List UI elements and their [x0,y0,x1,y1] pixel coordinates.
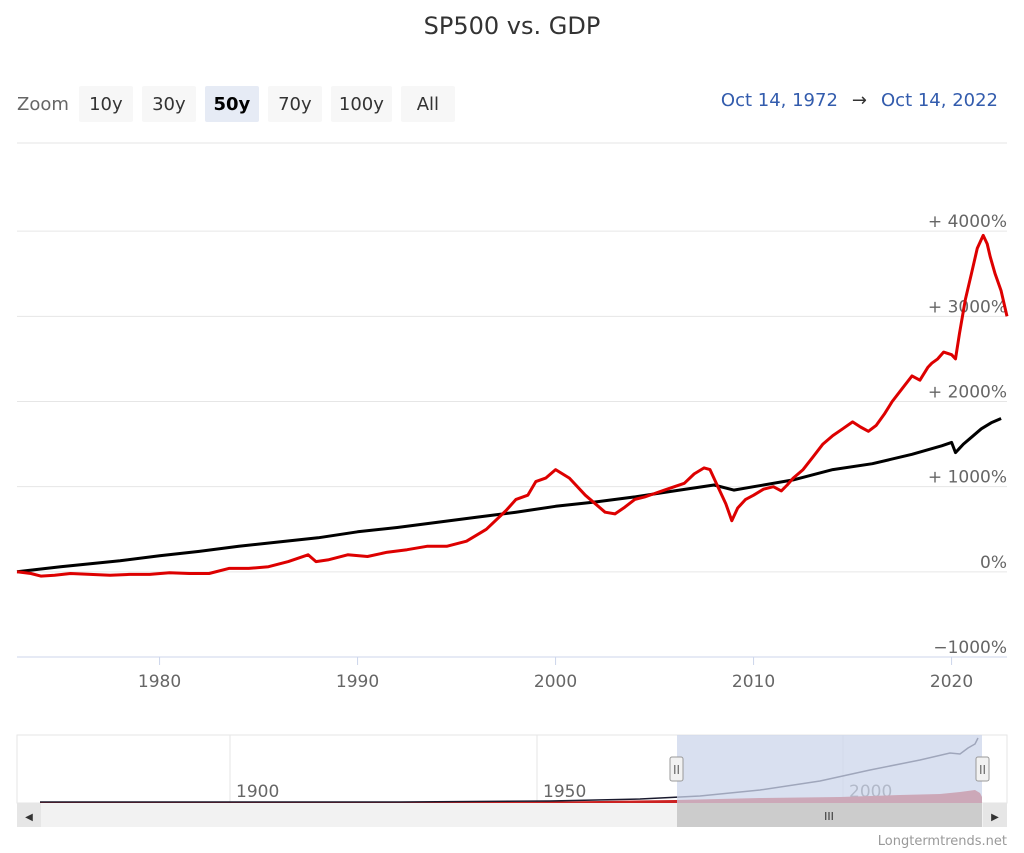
scroll-right-arrow-icon: ▶ [991,812,999,823]
navigator-right-handle-glyph: II [979,763,986,777]
scrollbar-left-button[interactable] [17,803,41,827]
x-tick-label: 2000 [534,672,577,692]
x-tick-label: 1990 [336,672,379,692]
range-from-input[interactable]: Oct 14, 1972 [720,90,838,111]
range-arrow-icon: → [851,90,867,111]
chart-title: SP500 vs. GDP [423,12,601,40]
navigator-tick-1900: 1900 [236,782,279,802]
zoom-30y-button[interactable]: 30y [141,86,196,122]
grid-lines [17,230,1007,658]
scrollbar-thumb[interactable] [677,803,982,827]
gdp-series-line [16,417,1002,574]
sp500-series-line [16,233,1009,578]
y-tick-label: + 2000% [928,383,1007,403]
range-to-input[interactable]: Oct 14, 2022 [881,90,998,111]
scrollbar-right-button[interactable] [983,803,1007,827]
y-tick-labels: −1000% 0% + 1000% + 2000% + 3000% + 4000% [928,212,1007,658]
credit-link[interactable]: Longtermtrends.net [877,834,1007,849]
navigator-left-handle-glyph: II [673,763,680,777]
scrollbar[interactable]: ◀ ▶ III [17,803,1007,827]
zoom-bar: Zoom 10y 30y 50y 70y 100y All [17,86,464,122]
navigator-tick-1950: 1950 [543,782,586,802]
x-tick-label: 1980 [138,672,181,692]
navigator-selected-range[interactable] [677,735,982,803]
scroll-left-arrow-icon: ◀ [25,812,33,823]
x-tick-label: 2020 [930,672,973,692]
zoom-70y-button[interactable]: 70y [267,86,322,122]
y-tick-label: + 1000% [928,468,1007,488]
y-tick-label: + 4000% [928,212,1007,232]
zoom-10y-button[interactable]: 10y [78,86,133,122]
date-range: Oct 14, 1972 → Oct 14, 2022 [721,90,998,111]
x-tick-label: 2010 [732,672,775,692]
x-tick-labels: 1980 1990 2000 2010 2020 [138,657,973,692]
navigator-left-handle[interactable] [669,756,684,782]
y-tick-label: 0% [980,553,1007,573]
zoom-all-button[interactable]: All [400,86,455,122]
y-tick-label: −1000% [933,638,1007,658]
scrollbar-grip-icon: III [824,810,834,823]
y-tick-label: + 3000% [928,297,1007,317]
zoom-label: Zoom [17,93,69,115]
navigator[interactable]: 1900 1950 2000 II II [16,734,1008,804]
navigator-right-handle[interactable] [975,756,990,782]
zoom-100y-button[interactable]: 100y [330,86,392,122]
zoom-50y-button[interactable]: 50y [204,86,259,122]
